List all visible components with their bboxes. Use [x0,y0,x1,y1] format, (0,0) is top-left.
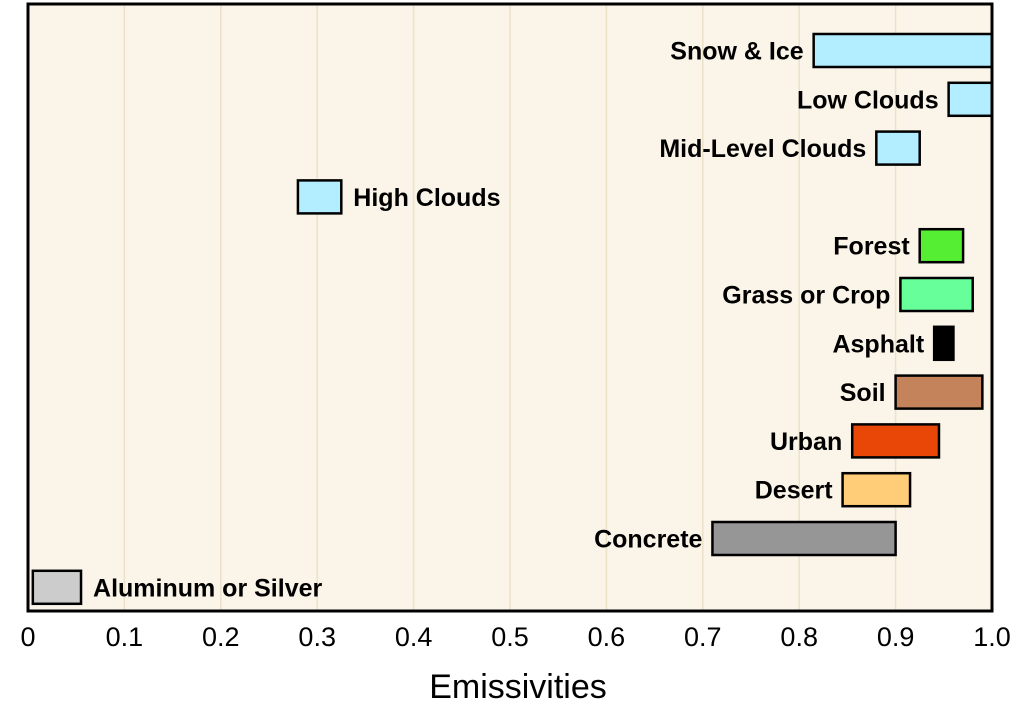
x-tick-label: 0 [20,622,35,652]
bar-label: Low Clouds [797,86,939,114]
bar-label: Forest [833,233,910,261]
x-axis-title: Emissivities [429,668,607,706]
x-tick-label: 0.6 [588,622,626,652]
x-tick-label: 0.2 [202,622,240,652]
bar-label: Aluminum or Silver [93,574,322,602]
bar-group: Aluminum or Silver [31,569,323,606]
bar-label: Mid-Level Clouds [659,135,866,163]
bar-group: Grass or Crop [722,276,974,313]
x-tick-label: 0.7 [684,622,722,652]
bar-group: Mid-Level Clouds [659,130,921,166]
bar-group: Concrete [594,520,897,557]
bar-label: Concrete [594,526,702,554]
bar [296,179,343,215]
bar-label: High Clouds [353,184,500,212]
bar [850,423,941,459]
x-tick-label: 0.3 [298,622,336,652]
bar [31,569,83,606]
gridlines [123,4,897,611]
bar-group: Soil [840,374,984,410]
bar-label: Urban [770,428,842,456]
bar-group: Forest [833,227,965,264]
bar [918,227,965,264]
bar [841,471,912,508]
x-tick-label: 1.0 [973,622,1011,652]
bar-group: Urban [770,423,941,459]
bar-group: High Clouds [296,179,501,215]
x-tick-label: 0.9 [877,622,915,652]
x-tick-label: 0.4 [395,622,433,652]
bar-group: Snow & Ice [670,32,994,69]
bar [875,130,921,166]
bar [711,520,897,557]
x-tick-label: 0.5 [491,622,529,652]
bar-label: Snow & Ice [670,38,803,66]
bar-group: Desert [755,471,912,508]
bar-group: Low Clouds [797,81,994,118]
bar [812,32,994,69]
bar [947,81,994,118]
x-tick-label: 0.1 [106,622,144,652]
bar [932,325,955,362]
x-axis-ticks: 0 0.1 0.2 0.3 0.4 0.5 0.6 0.7 0.8 0.9 1.0 [20,622,1010,652]
bar-label: Grass or Crop [722,282,890,310]
plot-frame [26,2,994,613]
x-tick-label: 0.8 [780,622,818,652]
bar [899,276,974,313]
bar-label: Asphalt [832,330,924,358]
bar-label: Desert [755,477,833,505]
bar-group: Asphalt [832,325,955,362]
bar [894,374,984,410]
bar-label: Soil [840,379,886,407]
